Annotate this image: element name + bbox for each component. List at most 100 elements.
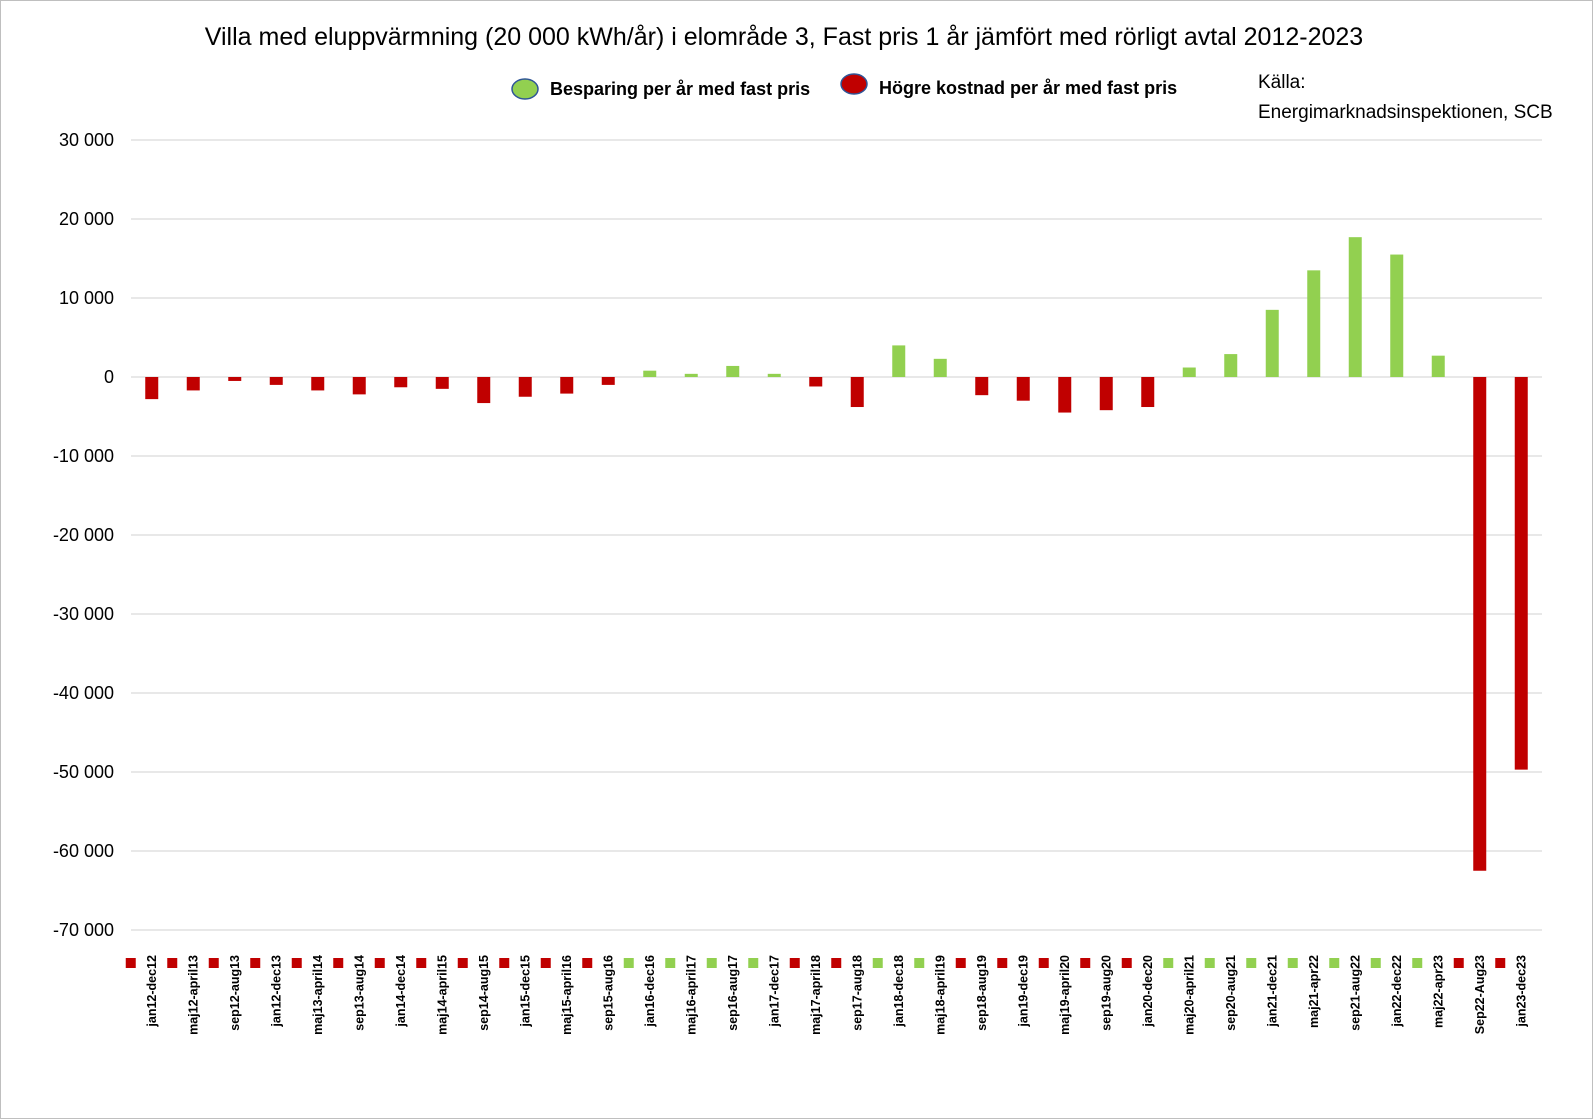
category-color-key [789,958,800,968]
bar [643,370,657,377]
bar [767,373,781,377]
x-tick-label: jan19-dec19 [1016,955,1030,1028]
legend-swatch-higher-cost [840,73,868,95]
category-color-key [914,958,925,968]
x-tick-label: maj18-april19 [933,955,947,1035]
category-color-key [1453,958,1464,968]
bar [477,377,491,404]
x-tick-label: maj21-apr22 [1307,955,1321,1028]
y-tick-label: -40 000 [53,683,114,703]
category-color-key [416,958,427,968]
x-tick-label: sep20-aug21 [1224,955,1238,1031]
x-tick-label: jan18-dec18 [892,955,906,1028]
x-tick-label: jan22-dec22 [1390,955,1404,1028]
x-tick-label: sep13-aug14 [352,955,366,1031]
category-color-key [1121,958,1132,968]
x-tick-label: jan15-dec15 [518,955,532,1028]
category-color-key [1038,958,1049,968]
bar [1099,377,1113,411]
x-axis: jan12-dec12 maj12-april13 sep12-aug13 jan12… [125,955,1528,1035]
bar [892,345,906,377]
bar [435,377,449,389]
category-color-key [1204,958,1215,968]
x-tick-label: maj14-april15 [435,955,449,1035]
y-tick-label: -20 000 [53,525,114,545]
bar [560,377,574,394]
category-color-key [540,958,551,968]
category-color-key [125,958,136,968]
source-label: Källa: [1258,72,1306,93]
x-tick-label: jan17-dec17 [767,955,781,1028]
x-tick-label: sep12-aug13 [228,955,242,1031]
y-axis: 30 000 20 000 10 000 0 -10 000 -20 000 -30 000… [53,130,114,940]
x-tick-label: maj19-april20 [1058,955,1072,1035]
category-color-key [1495,958,1506,968]
category-color-key [1370,958,1381,968]
bar [726,365,740,377]
legend-label-higher-cost: Högre kostnad per år med fast pris [879,78,1177,98]
bar [1431,355,1445,377]
bar [933,358,947,377]
x-tick-label: maj12-april13 [186,955,200,1035]
bar [228,377,242,381]
bar [1182,367,1196,377]
bar [975,377,989,396]
category-color-key [208,958,219,968]
y-tick-label: -70 000 [53,920,114,940]
bar [1058,377,1072,413]
y-tick-label: -60 000 [53,841,114,861]
bar [850,377,864,408]
y-tick-label: 0 [104,367,114,387]
bar [145,377,159,400]
category-color-key [333,958,344,968]
y-tick-label: 10 000 [59,288,114,308]
bar [684,373,698,377]
x-tick-label: jan16-dec16 [643,955,657,1028]
y-tick-label: 30 000 [59,130,114,150]
x-tick-label: sep18-aug19 [975,955,989,1031]
chart-title: Villa med eluppvärmning (20 000 kWh/år) … [205,23,1363,51]
x-tick-label: jan14-dec14 [394,955,408,1028]
category-color-key [831,958,842,968]
y-tick-label: -10 000 [53,446,114,466]
bar [1348,237,1362,377]
source-text: Energimarknadsinspektionen, SCB [1258,102,1553,123]
bar [394,377,408,388]
category-color-key [665,958,676,968]
y-tick-label: -30 000 [53,604,114,624]
x-tick-label: maj13-april14 [311,955,325,1035]
category-color-key [457,958,468,968]
category-color-key [374,958,385,968]
category-color-key [291,958,302,968]
bar [186,377,200,391]
category-color-key [167,958,178,968]
bar [601,377,615,385]
category-color-key [872,958,883,968]
x-tick-label: sep17-aug18 [850,955,864,1031]
category-color-key [582,958,593,968]
bar [1307,270,1321,377]
category-color-key [1246,958,1257,968]
bar [1514,377,1528,770]
x-tick-label: jan20-dec20 [1141,955,1155,1028]
x-tick-label: jan12-dec12 [145,955,159,1028]
category-color-key [1287,958,1298,968]
bar [311,377,325,391]
legend-label-savings: Besparing per år med fast pris [550,79,810,99]
gridlines [131,139,1542,931]
legend-swatch-savings [511,78,539,100]
bar [1473,377,1487,871]
bar [809,377,823,387]
bar [1141,377,1155,408]
bar [1265,309,1279,377]
legend: Besparing per år med fast pris Högre kos… [511,73,1177,100]
category-color-key [748,958,759,968]
bar [352,377,366,395]
bar [518,377,532,397]
category-color-key [1329,958,1340,968]
y-tick-label: -50 000 [53,762,114,782]
x-tick-label: maj17-april18 [809,955,823,1035]
category-color-key [499,958,510,968]
